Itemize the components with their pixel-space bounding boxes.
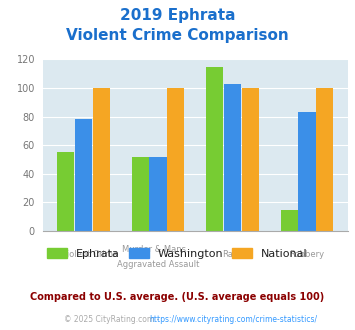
Text: © 2025 CityRating.com -: © 2025 CityRating.com - bbox=[64, 315, 162, 324]
Text: All Violent Crime: All Violent Crime bbox=[48, 250, 119, 259]
Bar bbox=[224, 84, 241, 231]
Bar bbox=[299, 112, 316, 231]
Bar bbox=[132, 157, 149, 231]
Text: Aggravated Assault: Aggravated Assault bbox=[117, 260, 199, 269]
Text: 2019 Ephrata: 2019 Ephrata bbox=[120, 8, 235, 23]
Bar bbox=[149, 157, 166, 231]
Text: https://www.cityrating.com/crime-statistics/: https://www.cityrating.com/crime-statist… bbox=[149, 315, 317, 324]
Bar bbox=[57, 152, 74, 231]
Text: Murder & Mans...: Murder & Mans... bbox=[122, 245, 194, 254]
Bar bbox=[167, 88, 185, 231]
Text: Violent Crime Comparison: Violent Crime Comparison bbox=[66, 28, 289, 43]
Text: Robbery: Robbery bbox=[289, 250, 324, 259]
Text: Rape: Rape bbox=[222, 250, 243, 259]
Bar bbox=[280, 210, 297, 231]
Bar bbox=[206, 67, 223, 231]
Bar bbox=[93, 88, 110, 231]
Bar bbox=[242, 88, 259, 231]
Text: Compared to U.S. average. (U.S. average equals 100): Compared to U.S. average. (U.S. average … bbox=[31, 292, 324, 302]
Legend: Ephrata, Washington, National: Ephrata, Washington, National bbox=[43, 244, 312, 263]
Bar bbox=[316, 88, 333, 231]
Bar bbox=[75, 119, 92, 231]
